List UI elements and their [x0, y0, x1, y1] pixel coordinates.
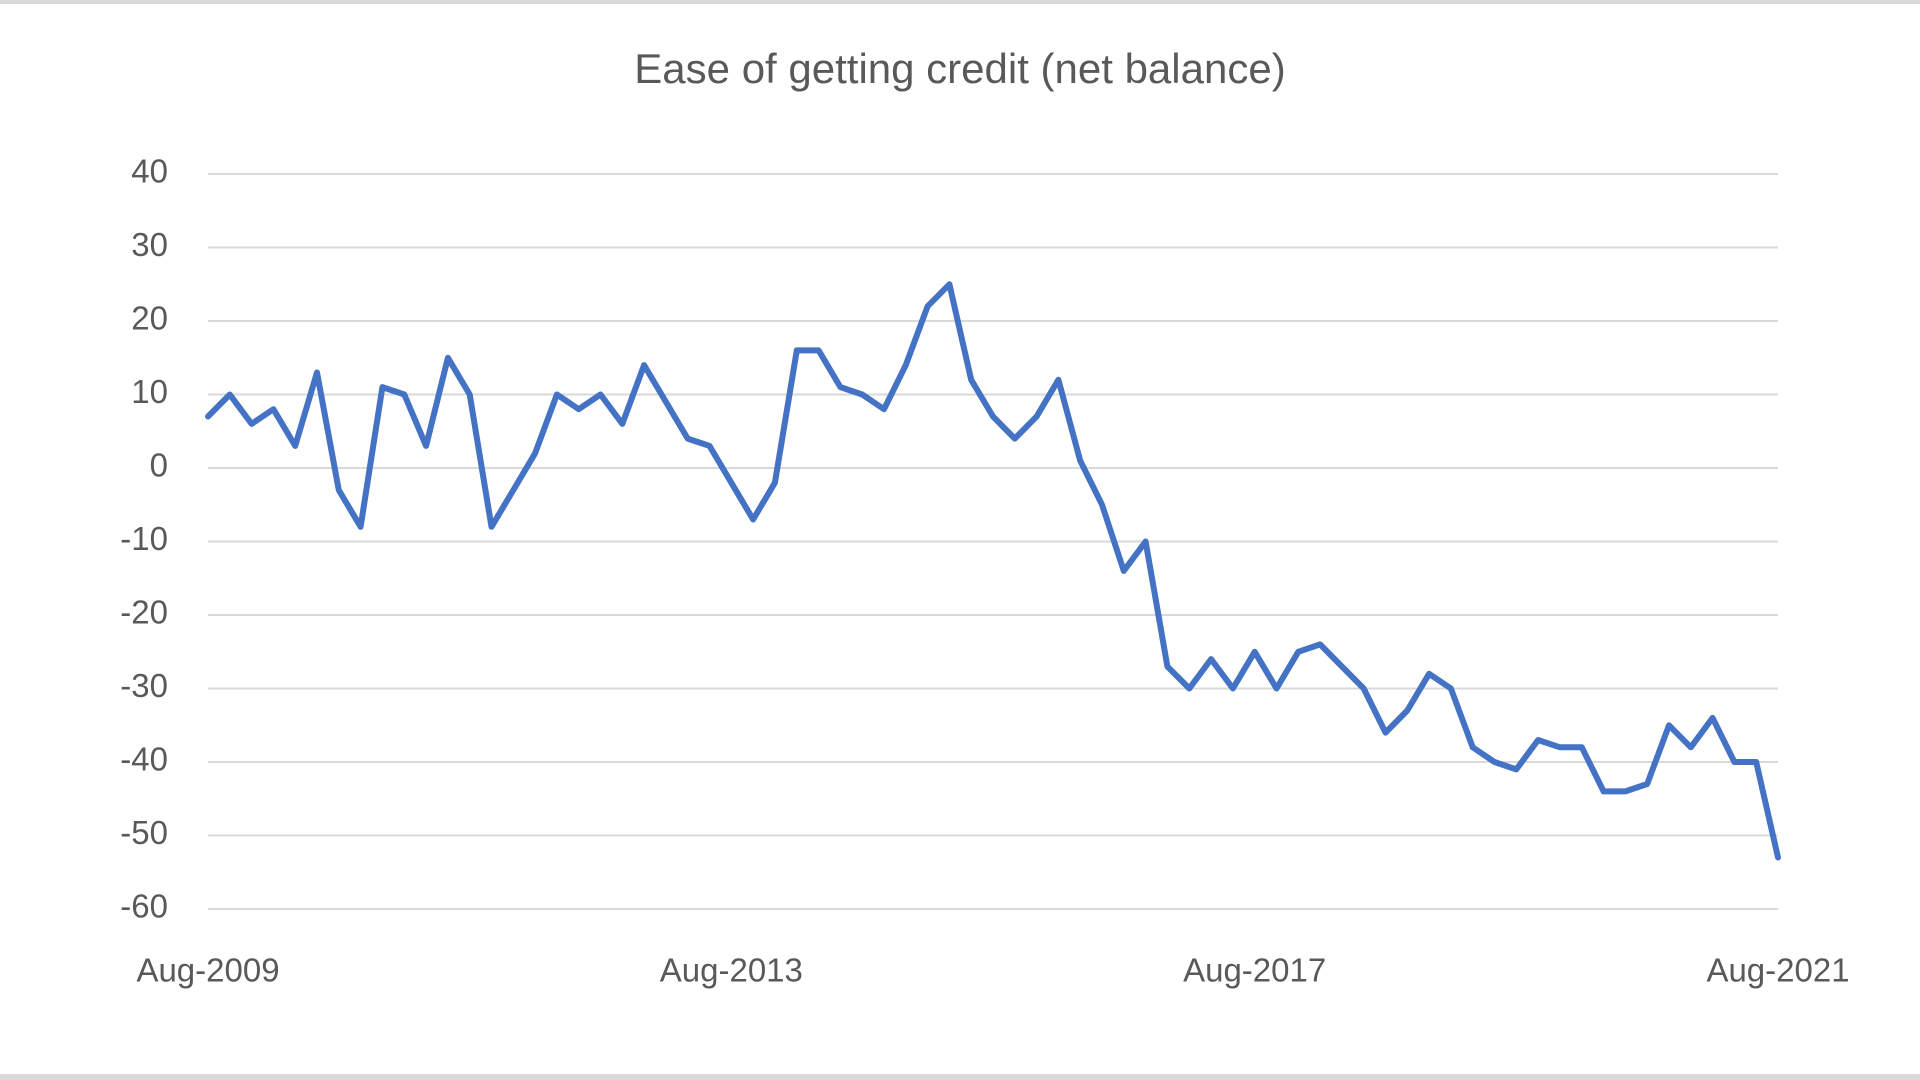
y-tick-label: -60: [120, 888, 168, 925]
data-line: [205, 281, 1781, 861]
y-tick-label: 20: [131, 300, 168, 337]
top-border: [0, 0, 1920, 4]
y-tick-label: 40: [131, 153, 168, 190]
y-tick-label: -20: [120, 594, 168, 631]
y-tick-label: 30: [131, 226, 168, 263]
y-tick-label: 10: [131, 373, 168, 410]
y-tick-label: 0: [150, 447, 168, 484]
chart-title: Ease of getting credit (net balance): [634, 45, 1285, 92]
y-tick-label: -30: [120, 667, 168, 704]
y-tick-label: -40: [120, 741, 168, 778]
x-tick-label: Aug-2021: [1706, 952, 1849, 989]
x-tick-label: Aug-2017: [1183, 952, 1326, 989]
x-tick-label: Aug-2013: [660, 952, 803, 989]
x-tick-label: Aug-2009: [136, 952, 279, 989]
y-tick-label: -50: [120, 814, 168, 851]
bottom-border: [0, 1074, 1920, 1080]
y-tick-label: -10: [120, 520, 168, 557]
